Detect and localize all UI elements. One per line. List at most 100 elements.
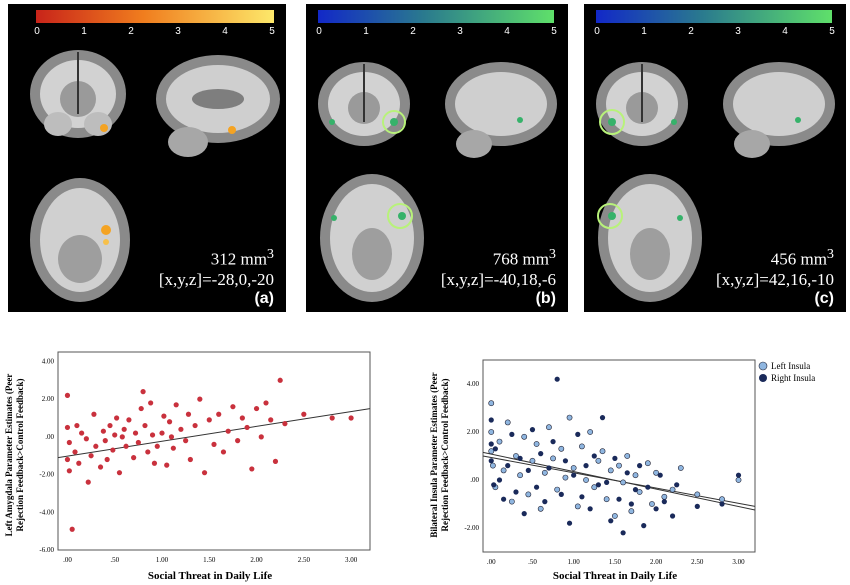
colorbar-cool xyxy=(596,10,832,23)
data-point xyxy=(587,429,594,435)
sagittal-slice xyxy=(445,62,557,158)
data-point xyxy=(533,441,540,447)
data-point xyxy=(644,460,651,467)
data-point xyxy=(192,422,198,429)
panel-label-c: (c) xyxy=(814,290,834,307)
x-tick-label: 1.50 xyxy=(609,558,622,566)
data-point xyxy=(583,477,589,483)
legend-marker xyxy=(758,361,768,371)
x-tick-label: .50 xyxy=(110,556,119,564)
y-axis-title: Bilateral Insula Parameter Estimates (Pe… xyxy=(429,372,450,537)
data-point xyxy=(661,499,667,505)
data-point xyxy=(488,417,494,423)
data-point xyxy=(488,400,495,407)
cluster-coordinates: [x,y,z]=42,16,-10 xyxy=(715,269,834,289)
data-point xyxy=(550,455,556,462)
data-point xyxy=(735,477,742,483)
y-tick-label: .00 xyxy=(470,476,479,484)
data-point xyxy=(637,463,643,469)
data-point xyxy=(488,448,495,455)
data-point xyxy=(488,429,495,435)
data-point xyxy=(529,427,536,433)
data-point xyxy=(488,458,494,464)
colorbar-tick: 5 xyxy=(551,26,557,37)
data-point xyxy=(595,457,602,464)
data-point xyxy=(571,472,577,478)
colorbar-tick: 3 xyxy=(735,26,741,37)
data-point xyxy=(79,430,85,436)
data-point xyxy=(114,415,120,421)
amygdala-scatter-chart: Left Amygdala Parameter Estimates (Peer … xyxy=(4,351,371,582)
y-tick-label: 4.00 xyxy=(467,380,480,388)
data-point xyxy=(164,462,170,468)
colorbar-warm xyxy=(36,10,274,23)
data-point xyxy=(546,424,552,431)
data-point xyxy=(509,431,515,437)
data-point xyxy=(119,434,125,440)
data-point xyxy=(173,402,179,408)
y-tick-label: -2.00 xyxy=(39,471,54,479)
data-point xyxy=(669,513,676,519)
data-point xyxy=(649,501,655,507)
data-point xyxy=(244,424,250,431)
x-tick-label: 1.50 xyxy=(203,556,216,564)
data-point xyxy=(599,448,606,455)
data-point xyxy=(185,411,192,417)
data-point xyxy=(632,472,639,479)
data-point xyxy=(102,438,108,444)
data-point xyxy=(216,411,222,417)
data-point xyxy=(591,453,597,459)
colorbar-tick: 5 xyxy=(269,26,275,37)
data-point xyxy=(211,441,217,447)
data-point xyxy=(131,455,137,461)
data-point xyxy=(611,513,618,519)
data-point xyxy=(258,434,264,440)
coronal-slice xyxy=(318,62,410,146)
x-tick-label: 2.00 xyxy=(250,556,263,564)
data-point xyxy=(653,469,659,476)
data-point xyxy=(64,392,71,398)
data-point xyxy=(595,482,601,488)
x-tick-label: 2.50 xyxy=(298,556,311,564)
colorbar-tick: 0 xyxy=(316,26,322,37)
coronal-slice xyxy=(596,62,688,146)
data-point xyxy=(277,377,283,383)
data-point xyxy=(558,491,564,497)
data-point xyxy=(100,428,106,434)
data-point xyxy=(178,426,184,432)
data-point xyxy=(612,455,618,461)
colorbar-tick: 1 xyxy=(363,26,369,37)
data-point xyxy=(142,422,148,429)
data-point xyxy=(669,486,676,493)
y-axis-title-line: Bilateral Insula Parameter Estimates (Pe… xyxy=(429,372,439,537)
data-point xyxy=(521,433,528,440)
data-point xyxy=(517,472,523,479)
data-point xyxy=(123,443,129,449)
plot-frame xyxy=(482,359,756,553)
data-point xyxy=(76,460,82,466)
data-point xyxy=(513,453,519,459)
data-point xyxy=(112,432,118,438)
x-axis-title: Social Threat in Daily Life xyxy=(148,570,272,582)
axial-slice xyxy=(320,174,424,302)
colorbar-tick: 0 xyxy=(34,26,40,37)
data-point xyxy=(616,462,622,469)
data-point xyxy=(575,431,581,437)
data-point xyxy=(525,491,532,498)
cluster-volume: 768 mm xyxy=(492,249,549,269)
data-point xyxy=(591,484,598,491)
data-point xyxy=(521,511,527,517)
brain-panel-a: 0 1 2 3 4 5 3 xyxy=(8,4,286,312)
brain-slices-image xyxy=(318,62,557,302)
data-point xyxy=(249,466,255,472)
x-tick-label: 1.00 xyxy=(568,558,581,566)
cluster-info-c: 456 mm3 [x,y,z]=42,16,-10 xyxy=(716,244,834,290)
data-point xyxy=(504,419,511,426)
data-point xyxy=(272,458,279,464)
data-point xyxy=(225,428,231,434)
x-tick-label: .00 xyxy=(63,556,72,564)
data-point xyxy=(263,400,269,406)
data-point xyxy=(91,411,97,417)
axial-slice xyxy=(597,174,702,302)
data-point xyxy=(537,505,544,512)
